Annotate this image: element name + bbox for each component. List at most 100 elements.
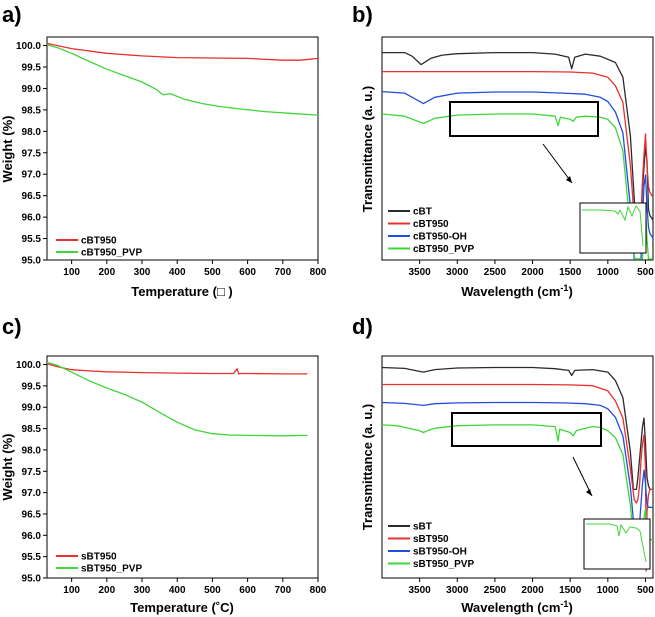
- panel-c-plot-frame: [46, 355, 319, 579]
- x-tick-label: 800: [310, 585, 327, 596]
- y-tick-label: 95.5: [22, 552, 42, 563]
- panel-b-label: b): [352, 2, 373, 27]
- y-tick-label: 98.0: [22, 445, 42, 456]
- panel-d-y-label: Transmittance (a. u.): [360, 404, 375, 530]
- y-tick-label: 99.5: [22, 381, 42, 392]
- y-tick-label: 96.0: [22, 531, 42, 542]
- y-tick-label: 97.0: [22, 170, 42, 181]
- legend-label: cBT: [413, 207, 432, 218]
- panel-c-x-ticks: 100 200 300 400 500 600 700 800: [63, 578, 327, 596]
- legend-label: sBT950_PVP: [81, 564, 142, 575]
- panel-c: c) 100 200 300 400 500 600 700 800 100.0 99.5 99.…: [0, 314, 327, 615]
- x-tick-label: 300: [134, 267, 151, 278]
- x-tick-label: 500: [637, 585, 654, 596]
- legend-label: sBT950_PVP: [413, 559, 474, 570]
- x-tick-label: 2500: [484, 585, 507, 596]
- panel-b-zoom-box: [449, 101, 599, 137]
- legend-label: sBT: [413, 522, 432, 533]
- y-tick-label: 95.5: [22, 234, 42, 245]
- panel-c-x-label: Temperature (˚C): [130, 600, 234, 615]
- x-tick-label: 2000: [521, 585, 544, 596]
- series-line-cBT950-OH: [381, 90, 654, 260]
- y-tick-label: 100.0: [16, 41, 41, 52]
- x-tick-label: 300: [134, 585, 151, 596]
- series-line-sBT950: [46, 363, 308, 375]
- x-tick-label: 200: [98, 585, 115, 596]
- x-tick-label: 3000: [446, 267, 469, 278]
- panel-b-x-label-sup: -1: [560, 283, 568, 293]
- series-line-cBT950: [46, 42, 319, 61]
- x-tick-label: 500: [204, 585, 221, 596]
- x-tick-label: 2000: [521, 267, 544, 278]
- panel-b-zoom-arrowhead: [566, 176, 572, 183]
- panel-a-plot-frame: [46, 36, 319, 261]
- x-tick-label: 500: [204, 267, 221, 278]
- panel-d-x-label-sup: -1: [560, 599, 568, 609]
- legend-label: cBT950: [81, 236, 117, 247]
- panel-b-x-label-text: Wavelength (cm: [461, 284, 560, 299]
- x-tick-label: 3000: [446, 585, 469, 596]
- y-tick-label: 99.5: [22, 63, 42, 74]
- panel-a-x-label: Temperature (□ ): [131, 284, 233, 299]
- legend-label: cBT950_PVP: [81, 248, 142, 259]
- panel-a-label: a): [2, 2, 22, 27]
- series-line-cBT: [382, 51, 654, 232]
- panel-c-series: [46, 361, 308, 437]
- y-tick-label: 95.0: [22, 574, 42, 585]
- panel-a-x-ticks: 100 200 300 400 500 600 700 800: [63, 260, 327, 278]
- panel-d-zoom-arrowhead: [586, 489, 592, 496]
- x-tick-label: 700: [274, 585, 291, 596]
- panel-c-y-label: Weight (%): [0, 434, 15, 501]
- y-tick-label: 98.5: [22, 105, 42, 116]
- y-tick-label: 99.0: [22, 84, 42, 95]
- x-tick-label: 600: [239, 585, 256, 596]
- legend-label: sBT950-OH: [413, 547, 467, 558]
- x-tick-label: 400: [169, 585, 186, 596]
- legend-label: cBT950-OH: [413, 232, 467, 243]
- y-tick-label: 100.0: [16, 360, 41, 371]
- x-tick-label: 200: [98, 267, 115, 278]
- x-tick-label: 3500: [409, 267, 432, 278]
- series-line-sBT950-OH: [381, 401, 653, 539]
- panel-a: a) 100 200 300 400 500 600 700 800 100.0 99.5 99.…: [0, 2, 327, 299]
- series-line-cBT950: [382, 70, 654, 240]
- x-tick-label: 400: [169, 267, 186, 278]
- y-tick-label: 96.0: [22, 213, 42, 224]
- panel-d-x-label-text: Wavelength (cm: [461, 600, 560, 615]
- panel-d-plot-frame: [381, 355, 654, 579]
- x-tick-label: 100: [63, 585, 80, 596]
- x-tick-label: 1000: [597, 267, 620, 278]
- legend-label: cBT950_PVP: [413, 244, 474, 255]
- series-line-sBT: [381, 366, 653, 491]
- legend-label: sBT950: [81, 552, 117, 563]
- panel-d-x-label-end: ): [568, 600, 572, 615]
- x-tick-label: 2500: [484, 267, 507, 278]
- panel-a-series: [46, 42, 319, 116]
- y-tick-label: 97.0: [22, 488, 42, 499]
- x-tick-label: 800: [310, 267, 327, 278]
- y-tick-label: 98.0: [22, 127, 42, 138]
- x-tick-label: 700: [274, 267, 291, 278]
- panel-c-y-ticks: 100.0 99.5 99.0 98.5 98.0 97.5 97.0 96.5 96.0 95.…: [16, 360, 47, 585]
- legend-label: cBT950: [413, 219, 449, 230]
- panel-b: b) 3500 3000 2500 2000 1500 1000 500 cBTcBT950…: [352, 2, 654, 299]
- y-tick-label: 97.5: [22, 467, 42, 478]
- panel-d: d) 3500 3000 2500 2000 1500 1000 500 sBTsBT950…: [352, 314, 654, 615]
- y-tick-label: 96.5: [22, 191, 42, 202]
- panel-b-plot-frame: [381, 36, 654, 261]
- series-line-cBT950_PVP: [46, 44, 319, 116]
- y-tick-label: 95.0: [22, 256, 42, 267]
- panel-b-x-label-end: ): [568, 284, 572, 299]
- x-tick-label: 1500: [559, 585, 582, 596]
- panel-d-zoom-box: [451, 412, 602, 447]
- x-tick-label: 3500: [409, 585, 432, 596]
- panel-d-x-label: Wavelength (cm-1): [461, 599, 573, 615]
- panel-d-label: d): [352, 314, 373, 339]
- panel-b-x-label: Wavelength (cm-1): [461, 283, 573, 299]
- panel-a-y-label: Weight (%): [0, 116, 15, 183]
- y-tick-label: 96.5: [22, 509, 42, 520]
- legend-label: sBT950: [413, 534, 449, 545]
